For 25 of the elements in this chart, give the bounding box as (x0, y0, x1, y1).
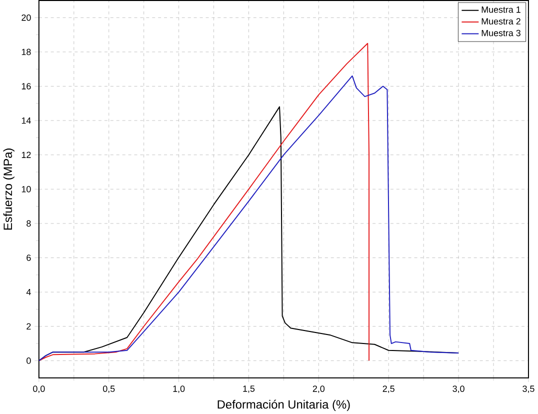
legend-label: Muestra 1 (482, 6, 520, 13)
y-tick-label: 4 (26, 288, 31, 295)
y-tick-label: 0 (26, 357, 31, 364)
x-tick-label: 0,0 (33, 385, 45, 393)
x-tick-label: 3,5 (522, 385, 534, 393)
y-tick-label: 2 (26, 323, 31, 330)
y-tick-label: 6 (26, 254, 31, 261)
y-tick-label: 10 (22, 186, 31, 192)
x-tick-label: 0,5 (102, 385, 115, 393)
x-tick-label: 3,0 (452, 385, 464, 393)
y-tick-label: 8 (26, 220, 31, 226)
y-tick-label: 16 (22, 82, 31, 90)
y-tick-label: 20 (22, 14, 31, 21)
x-axis-title: Deformación Unitaria (%) (218, 400, 350, 411)
legend-label: Muestra 2 (482, 18, 520, 24)
x-tick-label: 1,5 (243, 385, 255, 393)
y-axis-title: Esfuerzo (MPa) (3, 148, 14, 230)
x-tick-label: 2,5 (382, 385, 394, 393)
y-tick-label: 18 (22, 48, 31, 55)
y-tick-label: 14 (22, 117, 31, 124)
x-tick-label: 2,0 (312, 385, 325, 393)
y-tick-label: 12 (22, 152, 31, 158)
legend-label: Muestra 3 (482, 30, 520, 36)
x-tick-label: 1,0 (173, 385, 185, 393)
line-series (38, 42, 370, 362)
